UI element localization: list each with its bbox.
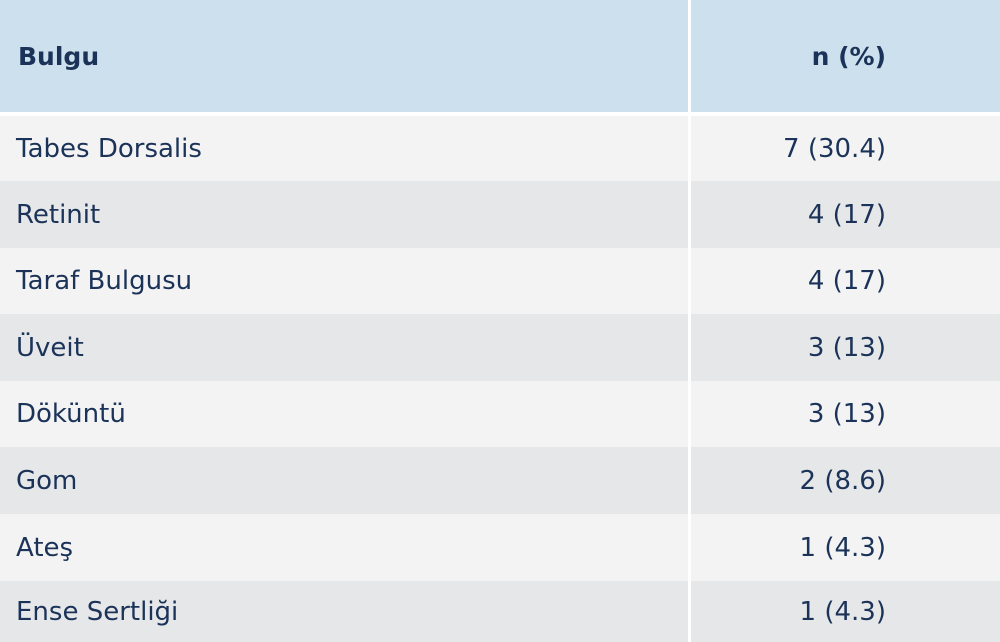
finding-cell: Döküntü — [0, 381, 688, 447]
finding-cell: Ense Sertliği — [0, 581, 688, 642]
finding-cell: Taraf Bulgusu — [0, 248, 688, 314]
count-cell: 1 (4.3) — [691, 514, 1000, 581]
finding-cell: Üveit — [0, 314, 688, 381]
finding-cell: Retinit — [0, 181, 688, 248]
count-cell: 4 (17) — [691, 181, 1000, 248]
header-bulgu: Bulgu — [0, 0, 688, 112]
finding-cell: Tabes Dorsalis — [0, 116, 688, 181]
count-cell: 3 (13) — [691, 314, 1000, 381]
count-cell: 4 (17) — [691, 248, 1000, 314]
table-row: Üveit 3 (13) — [0, 314, 1000, 381]
table-row: Döküntü 3 (13) — [0, 381, 1000, 447]
count-cell: 1 (4.3) — [691, 581, 1000, 642]
table-header-row: Bulgu n (%) — [0, 0, 1000, 112]
header-n-percent: n (%) — [691, 0, 1000, 112]
table-row: Ense Sertliği 1 (4.3) — [0, 581, 1000, 642]
count-cell: 3 (13) — [691, 381, 1000, 447]
finding-cell: Gom — [0, 447, 688, 514]
table-row: Taraf Bulgusu 4 (17) — [0, 248, 1000, 314]
finding-cell: Ateş — [0, 514, 688, 581]
count-cell: 2 (8.6) — [691, 447, 1000, 514]
count-cell: 7 (30.4) — [691, 116, 1000, 181]
table-row: Retinit 4 (17) — [0, 181, 1000, 248]
table-row: Ateş 1 (4.3) — [0, 514, 1000, 581]
table-row: Gom 2 (8.6) — [0, 447, 1000, 514]
table-row: Tabes Dorsalis 7 (30.4) — [0, 116, 1000, 181]
